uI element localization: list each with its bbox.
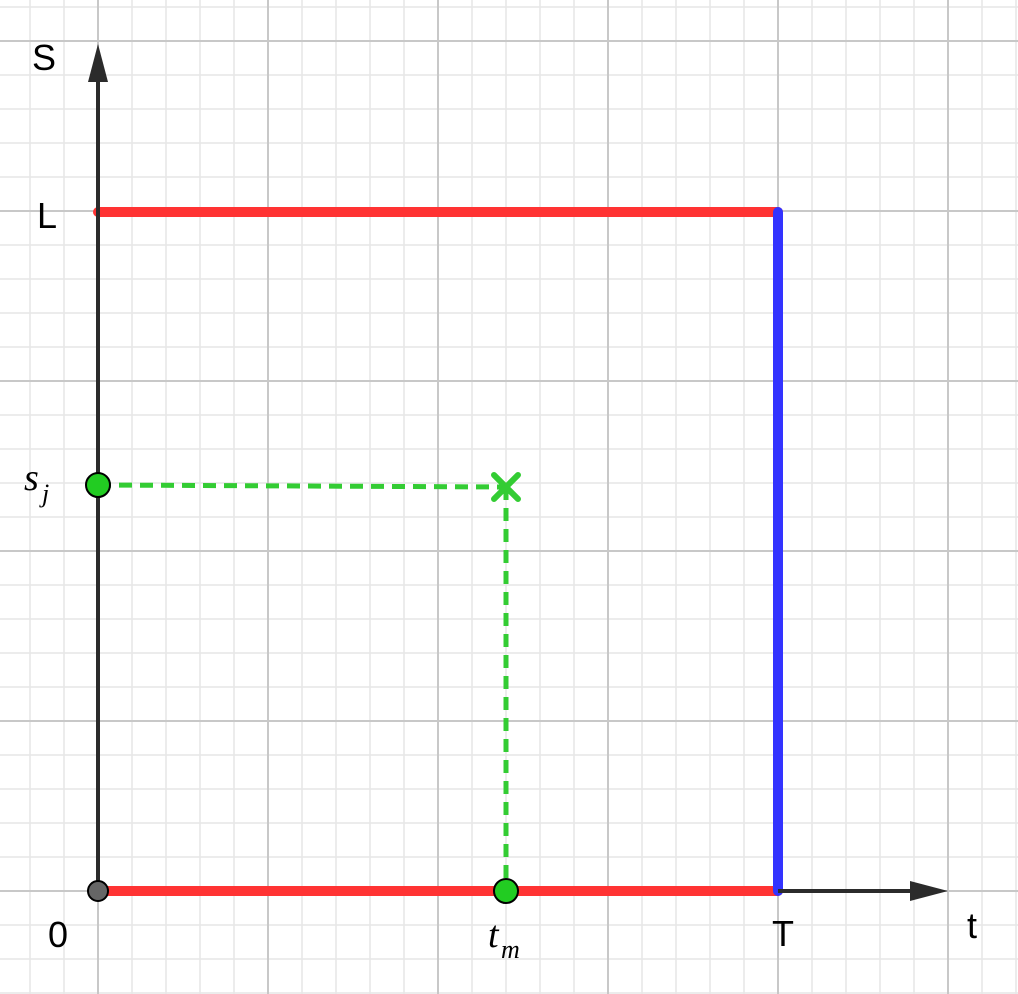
origin-point <box>87 880 109 902</box>
cross-mark-icon <box>491 472 521 502</box>
tm-point <box>493 878 519 904</box>
origin-label: 0 <box>48 914 68 955</box>
t-axis-arrow-icon <box>910 881 948 901</box>
sj-label-sub: j <box>39 479 49 508</box>
sj-guide-line <box>97 482 507 490</box>
tm-label: t m <box>488 914 520 964</box>
t-axis-label: t <box>967 905 977 946</box>
t-end-label: T <box>772 913 794 954</box>
tm-label-main: t <box>488 914 500 956</box>
sj-point <box>85 472 111 498</box>
l-label: L <box>37 195 57 236</box>
sj-label-main: s <box>24 457 39 499</box>
tm-label-sub: m <box>501 935 520 964</box>
sj-label: s j <box>24 457 49 508</box>
s-axis-label: S <box>32 37 56 78</box>
s-axis-arrow-icon <box>88 44 108 82</box>
